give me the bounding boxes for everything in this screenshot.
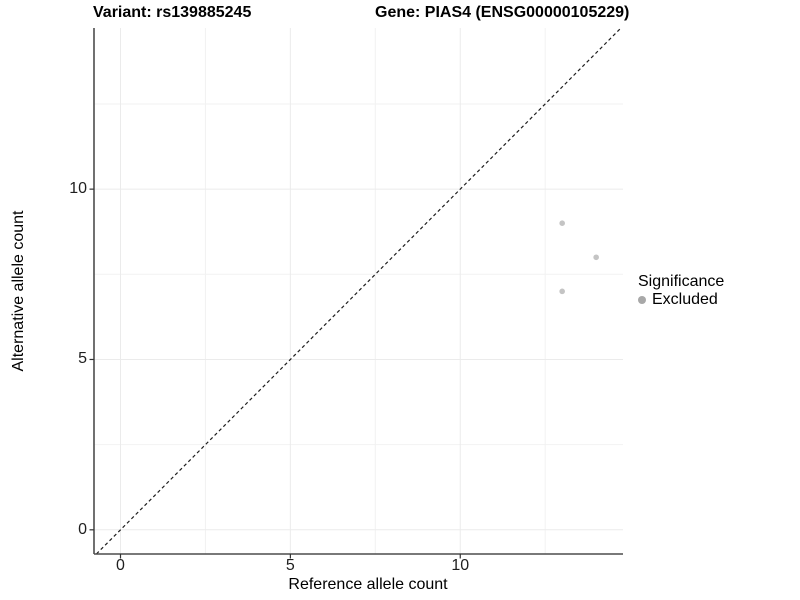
legend-dot-icon xyxy=(638,295,646,304)
data-point xyxy=(559,288,565,295)
legend-title: Significance xyxy=(638,273,725,290)
data-point xyxy=(593,254,599,261)
legend: Significance Excluded xyxy=(638,272,724,308)
legend-item-label: Excluded xyxy=(652,290,718,308)
plot-title-variant: Variant: rs139885245 xyxy=(93,4,252,21)
x-axis-title: Reference allele count xyxy=(288,576,448,593)
x-tick-label: 10 xyxy=(451,557,470,574)
identity-reference-line xyxy=(95,27,622,555)
y-tick-label: 10 xyxy=(69,180,87,198)
y-tick-label: 5 xyxy=(78,350,87,368)
y-tick-label: 0 xyxy=(78,520,87,538)
plot-title-gene: Gene: PIAS4 (ENSG00000105229) xyxy=(375,4,630,21)
legend-item-excluded: Excluded xyxy=(638,291,724,308)
data-point xyxy=(559,220,565,227)
x-tick-label: 0 xyxy=(116,557,125,574)
y-axis-title: Alternative allele count xyxy=(10,210,27,372)
x-tick-label: 5 xyxy=(285,557,295,574)
